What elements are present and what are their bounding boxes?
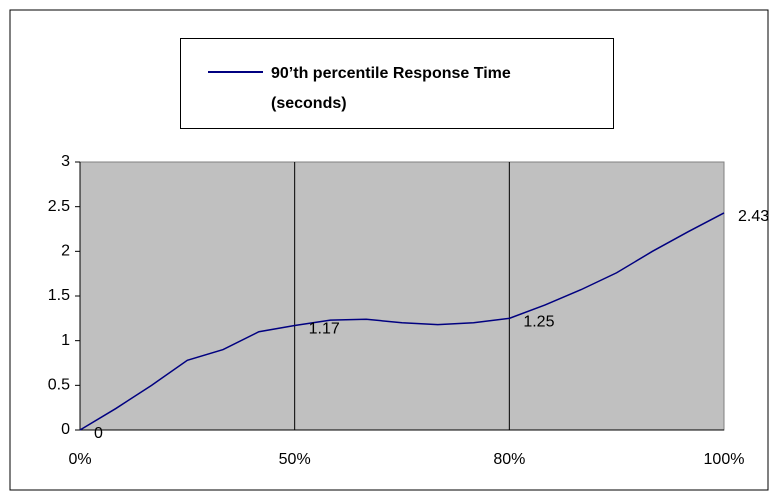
y-tick-label: 2 bbox=[61, 243, 70, 260]
data-label: 0 bbox=[94, 425, 103, 442]
y-tick-label: 1.5 bbox=[48, 287, 70, 304]
y-tick-label: 3 bbox=[61, 153, 70, 170]
plot-area bbox=[79, 161, 725, 431]
y-tick-label: 0 bbox=[61, 421, 70, 438]
legend-swatch bbox=[208, 71, 263, 73]
y-tick-label: 0.5 bbox=[48, 377, 70, 394]
legend: 90’th percentile Response Time (seconds) bbox=[180, 38, 614, 129]
x-tick-label: 80% bbox=[493, 451, 525, 468]
data-label: 2.43 bbox=[738, 208, 769, 225]
x-tick-label: 50% bbox=[279, 451, 311, 468]
data-line bbox=[79, 212, 725, 431]
data-label: 1.25 bbox=[523, 314, 554, 331]
y-tick-label: 1 bbox=[61, 332, 70, 349]
data-label: 1.17 bbox=[309, 321, 340, 338]
x-tick-label: 100% bbox=[704, 451, 745, 468]
legend-label: 90’th percentile Response Time (seconds) bbox=[271, 65, 511, 112]
x-tick-label: 0% bbox=[68, 451, 91, 468]
y-tick-label: 2.5 bbox=[48, 198, 70, 215]
